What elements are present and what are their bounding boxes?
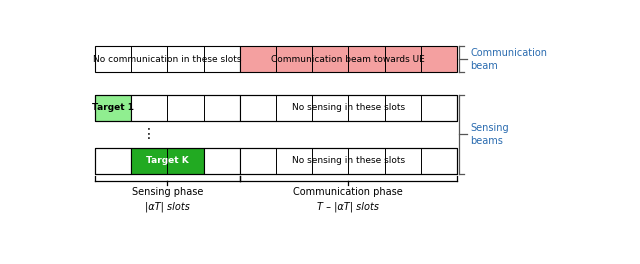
Text: No sensing in these slots: No sensing in these slots (292, 103, 405, 112)
Bar (204, 148, 240, 174)
Text: Sensing phase: Sensing phase (132, 187, 203, 197)
Text: Sensing
beams: Sensing beams (470, 123, 509, 146)
Text: No sensing in these slots: No sensing in these slots (292, 156, 405, 165)
Text: T – |αT| slots: T – |αT| slots (317, 201, 380, 212)
Text: Target K: Target K (146, 156, 189, 165)
Bar (95, 95, 457, 121)
Bar (95, 95, 131, 121)
Bar (95, 148, 457, 174)
Text: Communication phase: Communication phase (294, 187, 403, 197)
Text: Target 1: Target 1 (92, 103, 134, 112)
Bar (95, 148, 131, 174)
Text: Communication beam towards UE: Communication beam towards UE (271, 55, 425, 64)
Bar (131, 148, 204, 174)
Text: |αT| slots: |αT| slots (145, 201, 189, 212)
Text: Communication
beam: Communication beam (470, 48, 547, 71)
Bar (131, 95, 240, 121)
Text: No communication in these slots: No communication in these slots (93, 55, 241, 64)
Bar (240, 148, 457, 174)
Bar (240, 46, 457, 72)
Bar (95, 46, 240, 72)
Text: ⋮: ⋮ (142, 127, 156, 141)
Bar (240, 95, 457, 121)
